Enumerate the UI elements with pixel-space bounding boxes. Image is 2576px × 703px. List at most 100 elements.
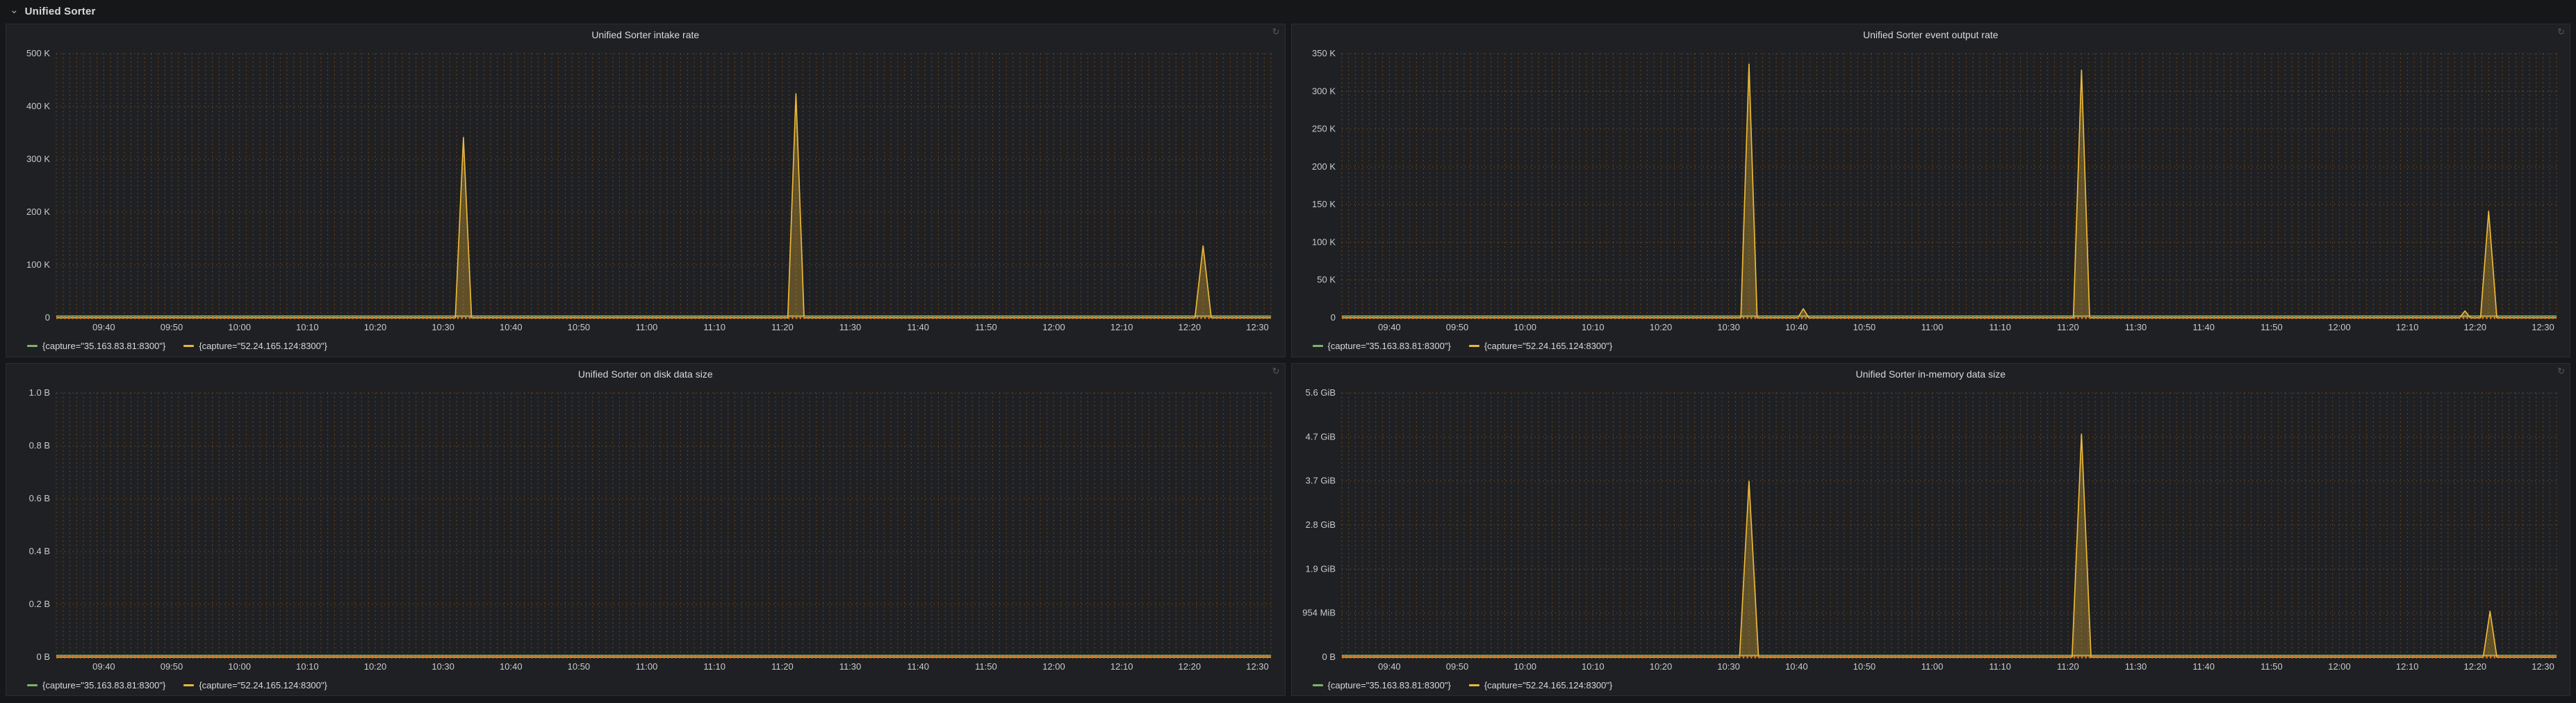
- legend-swatch-yellow: [1468, 345, 1479, 347]
- svg-text:09:50: 09:50: [161, 322, 183, 332]
- legend-item[interactable]: {capture="35.163.83.81:8300"}: [27, 341, 165, 351]
- legend-label[interactable]: {capture="52.24.165.124:8300"}: [199, 341, 327, 351]
- chart-event-output-rate[interactable]: 0 50 K 100 K 150 K 200 K 250 K 300 K 350 K 09:40…: [1292, 45, 2570, 336]
- panel-refresh-icon: ↻: [1272, 26, 1280, 37]
- svg-text:10:50: 10:50: [1853, 661, 1876, 672]
- panel-title[interactable]: Unified Sorter on disk data size: [577, 368, 713, 380]
- svg-text:12:00: 12:00: [1042, 322, 1065, 332]
- panel-title[interactable]: Unified Sorter in-memory data size: [1855, 368, 2006, 380]
- svg-text:0.2 B: 0.2 B: [29, 599, 50, 609]
- chevron-down-icon[interactable]: ⌄: [10, 3, 19, 16]
- svg-text:10:40: 10:40: [500, 661, 523, 672]
- chart-on-disk-data-size[interactable]: 0 B 0.2 B 0.4 B 0.6 B 0.8 B 1.0 B 09:40 09:50 10…: [6, 385, 1285, 675]
- dashboard-grid: Unified Sorter intake rate ↻ 0 100 K 200 K…: [0, 22, 2576, 702]
- panel-header: Unified Sorter in-memory data size ↻: [1292, 364, 2570, 385]
- svg-text:954 MiB: 954 MiB: [1302, 607, 1336, 617]
- svg-text:10:20: 10:20: [1649, 322, 1672, 332]
- panel-event-output-rate: Unified Sorter event output rate ↻ 0 50 K…: [1290, 24, 2570, 357]
- svg-text:400 K: 400 K: [26, 101, 50, 111]
- legend-swatch-green: [27, 345, 38, 347]
- legend: {capture="35.163.83.81:8300"} {capture="…: [1292, 674, 2570, 695]
- svg-text:11:10: 11:10: [703, 661, 725, 672]
- legend-label[interactable]: {capture="35.163.83.81:8300"}: [42, 341, 166, 351]
- svg-text:11:30: 11:30: [2124, 661, 2147, 672]
- panel-title[interactable]: Unified Sorter intake rate: [591, 29, 700, 40]
- legend-label[interactable]: {capture="52.24.165.124:8300"}: [199, 679, 327, 690]
- legend-item[interactable]: {capture="52.24.165.124:8300"}: [1468, 679, 1613, 690]
- svg-text:350 K: 350 K: [1312, 48, 1336, 58]
- legend-item[interactable]: {capture="52.24.165.124:8300"}: [1468, 341, 1613, 351]
- panel-refresh-icon: ↻: [2557, 365, 2565, 376]
- svg-text:10:20: 10:20: [364, 322, 387, 332]
- svg-text:11:50: 11:50: [2261, 322, 2283, 332]
- svg-text:1.0 B: 1.0 B: [29, 387, 50, 398]
- svg-text:11:00: 11:00: [1921, 661, 1943, 672]
- svg-text:0.4 B: 0.4 B: [29, 546, 50, 556]
- svg-text:10:00: 10:00: [228, 322, 251, 332]
- legend-label[interactable]: {capture="35.163.83.81:8300"}: [1327, 679, 1451, 690]
- svg-text:200 K: 200 K: [1312, 161, 1336, 172]
- svg-text:09:40: 09:40: [1378, 661, 1401, 672]
- svg-text:09:40: 09:40: [1378, 322, 1401, 332]
- svg-text:12:10: 12:10: [2395, 322, 2418, 332]
- svg-text:5.6 GiB: 5.6 GiB: [1305, 387, 1335, 398]
- svg-text:100 K: 100 K: [1312, 236, 1336, 247]
- legend-swatch-yellow: [183, 345, 195, 347]
- svg-text:11:00: 11:00: [636, 661, 658, 672]
- svg-text:11:10: 11:10: [1989, 322, 2011, 332]
- legend-swatch-green: [1312, 684, 1323, 686]
- legend-item[interactable]: {capture="52.24.165.124:8300"}: [183, 341, 327, 351]
- legend-item[interactable]: {capture="52.24.165.124:8300"}: [183, 680, 327, 690]
- legend-label[interactable]: {capture="52.24.165.124:8300"}: [1484, 679, 1613, 690]
- svg-text:11:20: 11:20: [771, 322, 794, 332]
- svg-text:11:20: 11:20: [771, 661, 794, 672]
- legend-swatch-green: [1312, 345, 1323, 347]
- panel-header: Unified Sorter on disk data size ↻: [6, 364, 1285, 385]
- svg-text:10:00: 10:00: [1513, 661, 1536, 672]
- svg-text:11:10: 11:10: [1989, 661, 2011, 672]
- panel-header: Unified Sorter intake rate ↻: [6, 24, 1285, 45]
- svg-text:10:20: 10:20: [1649, 661, 1672, 672]
- legend-label[interactable]: {capture="52.24.165.124:8300"}: [1484, 341, 1613, 351]
- svg-text:12:30: 12:30: [1246, 322, 1269, 332]
- row-header-unified-sorter[interactable]: ⌄ Unified Sorter: [0, 0, 2576, 22]
- svg-text:09:50: 09:50: [1445, 322, 1468, 332]
- svg-text:11:50: 11:50: [2261, 661, 2283, 672]
- legend-swatch-yellow: [183, 684, 195, 686]
- legend-item[interactable]: {capture="35.163.83.81:8300"}: [27, 680, 165, 690]
- legend: {capture="35.163.83.81:8300"} {capture="…: [6, 336, 1285, 357]
- svg-text:12:10: 12:10: [1110, 322, 1133, 332]
- legend-item[interactable]: {capture="35.163.83.81:8300"}: [1312, 341, 1451, 351]
- legend-label[interactable]: {capture="35.163.83.81:8300"}: [1327, 341, 1451, 351]
- panel-on-disk-data-size: Unified Sorter on disk data size ↻ 0 B 0.…: [6, 362, 1286, 696]
- svg-text:12:30: 12:30: [1246, 661, 1269, 672]
- legend-swatch-green: [27, 684, 38, 686]
- panel-refresh-icon: ↻: [2557, 26, 2565, 37]
- svg-text:11:20: 11:20: [2057, 322, 2079, 332]
- svg-text:300 K: 300 K: [26, 154, 50, 164]
- svg-text:0.6 B: 0.6 B: [29, 493, 50, 503]
- legend-label[interactable]: {capture="35.163.83.81:8300"}: [42, 679, 166, 690]
- svg-text:11:40: 11:40: [907, 322, 929, 332]
- svg-text:11:30: 11:30: [839, 661, 862, 672]
- legend: {capture="35.163.83.81:8300"} {capture="…: [6, 674, 1285, 695]
- svg-text:12:30: 12:30: [2532, 661, 2554, 672]
- svg-text:10:40: 10:40: [500, 322, 523, 332]
- chart-in-memory-data-size[interactable]: 0 B 954 MiB 1.9 GiB 2.8 GiB 3.7 GiB 4.7 GiB 5.…: [1292, 385, 2570, 675]
- svg-text:12:20: 12:20: [2463, 661, 2486, 672]
- svg-text:09:40: 09:40: [92, 322, 115, 332]
- svg-text:09:50: 09:50: [1445, 661, 1468, 672]
- legend: {capture="35.163.83.81:8300"} {capture="…: [1292, 336, 2570, 357]
- svg-text:10:30: 10:30: [432, 661, 454, 672]
- panel-title[interactable]: Unified Sorter event output rate: [1862, 29, 1999, 40]
- svg-text:1.9 GiB: 1.9 GiB: [1305, 563, 1335, 574]
- row-title[interactable]: Unified Sorter: [24, 5, 96, 17]
- legend-item[interactable]: {capture="35.163.83.81:8300"}: [1312, 679, 1451, 690]
- svg-text:12:20: 12:20: [1179, 322, 1201, 332]
- svg-text:10:00: 10:00: [1513, 322, 1536, 332]
- svg-text:12:00: 12:00: [2328, 661, 2351, 672]
- svg-text:50 K: 50 K: [1317, 275, 1336, 285]
- svg-text:250 K: 250 K: [1312, 124, 1336, 134]
- svg-text:100 K: 100 K: [26, 259, 50, 270]
- chart-intake-rate[interactable]: 0 100 K 200 K 300 K 400 K 500 K 09:40 09:50 10:0…: [6, 45, 1285, 336]
